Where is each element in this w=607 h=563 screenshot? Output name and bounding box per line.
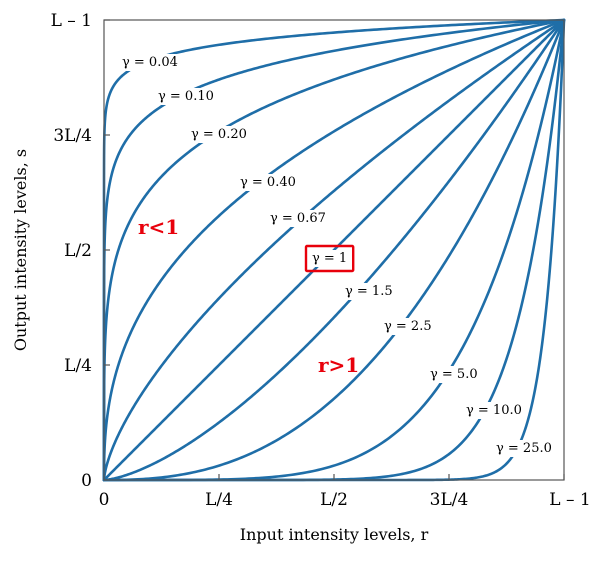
x-axis-label: Input intensity levels, r (240, 525, 429, 544)
curve-label-bg (494, 440, 554, 457)
curve-label: γ = 0.20 (191, 127, 247, 142)
x-tick-label: L – 1 (549, 490, 590, 510)
x-tick-label: 3L/4 (430, 490, 469, 510)
curve-label: γ = 1 (312, 251, 347, 266)
curve-label-bg (310, 250, 350, 267)
curve-label: γ = 5.0 (430, 367, 478, 382)
y-tick-label: L – 1 (51, 11, 92, 31)
curve-label: γ = 1.5 (345, 284, 393, 299)
highlight-box (304, 244, 355, 273)
annotation-r-less-1: r<1 (138, 215, 179, 239)
x-tick-label: 0 (99, 490, 110, 510)
y-tick-label: L/4 (64, 356, 92, 376)
curve-label: γ = 2.5 (384, 319, 432, 334)
curve-label-bg (464, 402, 524, 419)
x-tick-label: L/2 (320, 490, 348, 510)
annotation-r-greater-1: r>1 (318, 353, 359, 377)
y-axis-label: Output intensity levels, s (11, 149, 30, 351)
curve-label-bg (428, 366, 480, 383)
curve-gamma-2-5 (102, 18, 566, 482)
x-tick-label: L/4 (205, 490, 233, 510)
curve-label-bg (156, 88, 216, 105)
curve-label: γ = 0.10 (158, 89, 214, 104)
curve-label-bg (382, 318, 434, 335)
ticks-layer: 0 L/4 L/2 3L/4 L – 1 0 L/4 L/2 3L/4 L – 1 (51, 11, 591, 510)
y-tick-label: 3L/4 (53, 126, 92, 146)
curve-labels-layer: γ = 0.04 γ = 0.10 γ = 0.20 γ = 0.40 γ = 0.67… (120, 54, 554, 457)
curve-label: γ = 0.67 (270, 211, 326, 226)
curve-label-bg (343, 283, 395, 300)
curve-label: γ = 0.04 (122, 55, 178, 70)
curve-label-bg (120, 54, 180, 71)
curve-gamma-0-4 (102, 18, 566, 482)
curve-label: γ = 0.40 (240, 175, 296, 190)
curve-label: γ = 25.0 (496, 441, 552, 456)
curve-label: γ = 10.0 (466, 403, 522, 418)
curve-label-bg (268, 210, 328, 227)
y-tick-label: L/2 (64, 241, 92, 261)
curve-label-bg (238, 174, 298, 191)
curve-gamma-1-5 (102, 18, 566, 482)
y-tick-label: 0 (81, 471, 92, 491)
curve-gamma-0-67 (102, 18, 566, 482)
curve-label-bg (189, 126, 249, 143)
